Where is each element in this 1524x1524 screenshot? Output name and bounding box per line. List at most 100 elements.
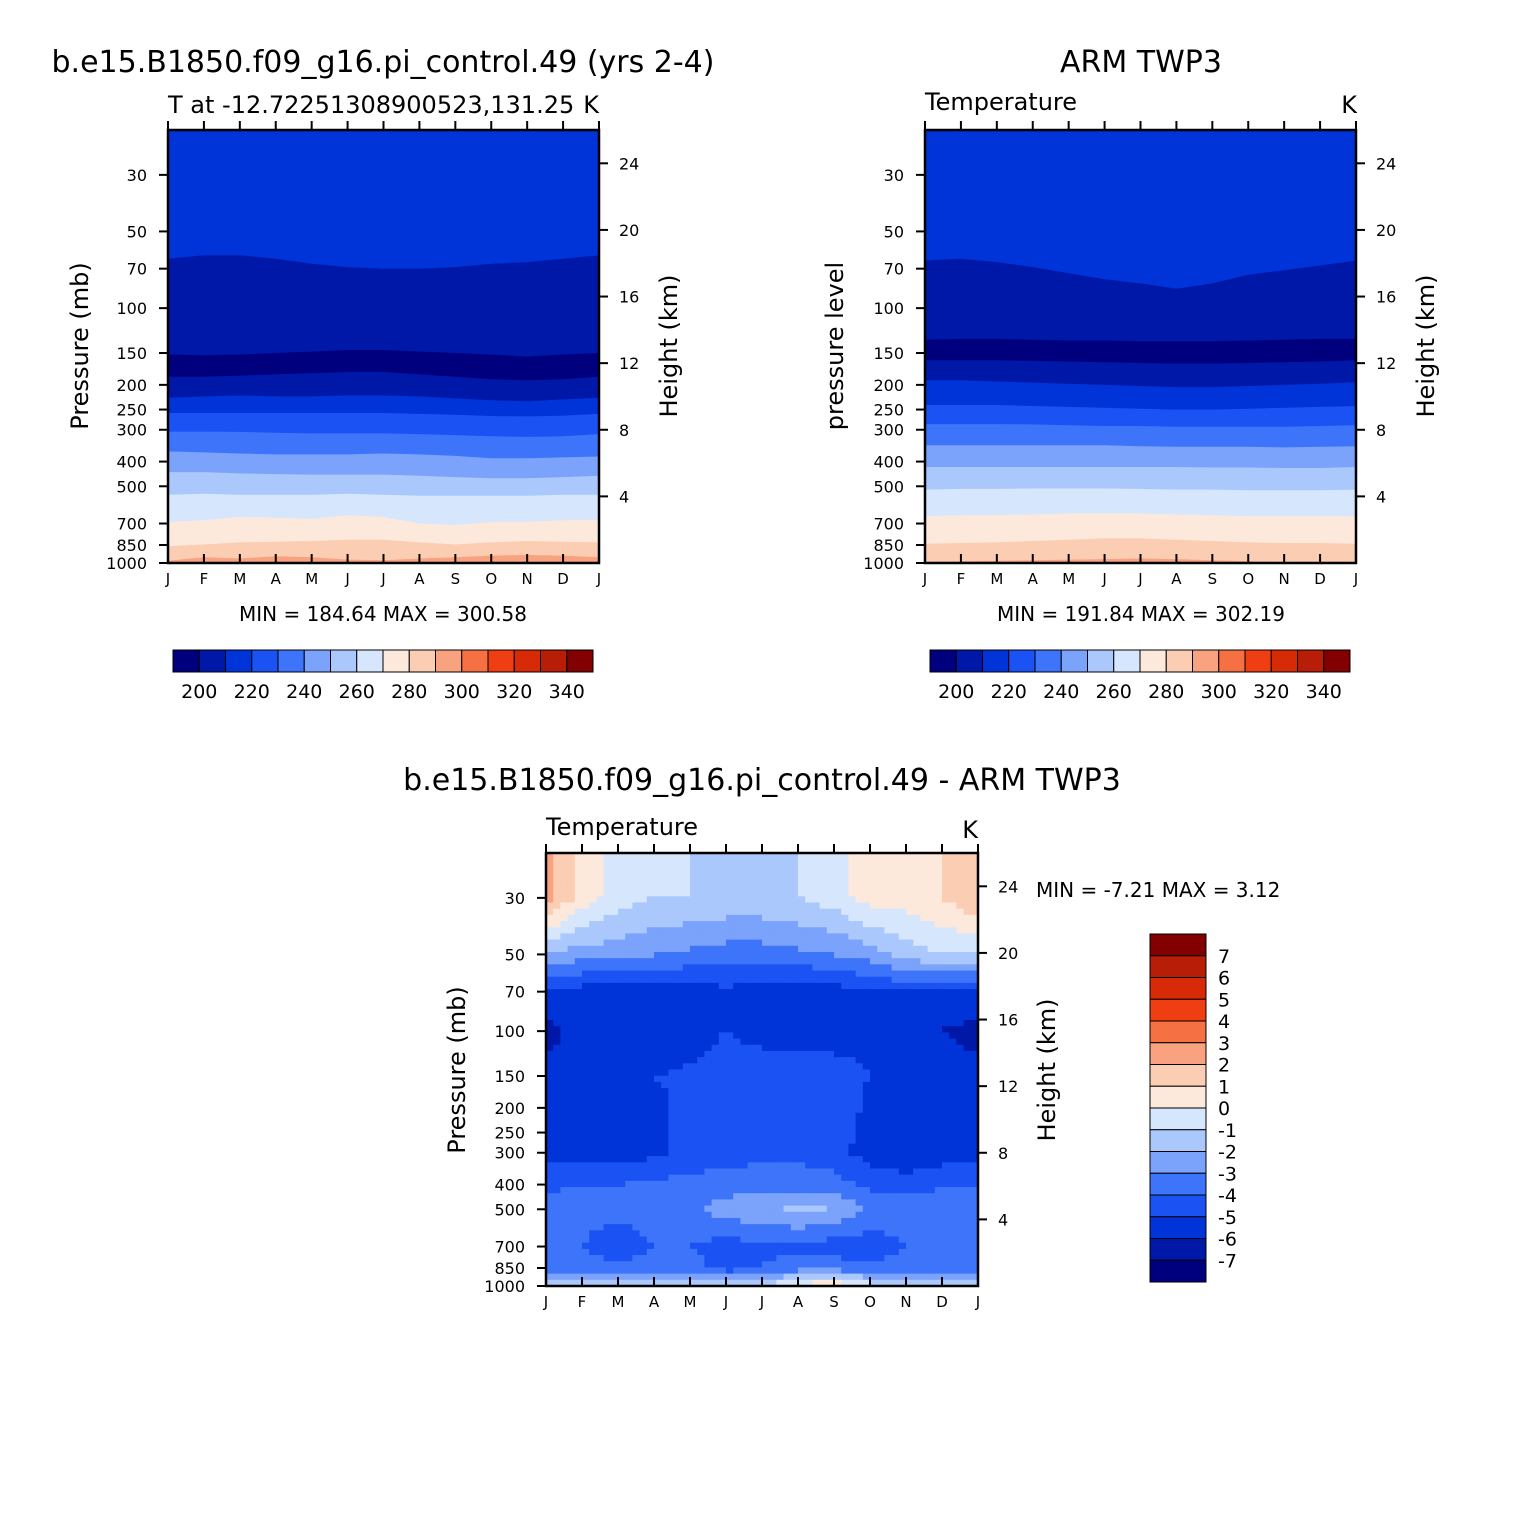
diff-cell: [625, 1180, 633, 1188]
diff-cell: [596, 1255, 605, 1262]
diff-cell: [898, 1217, 907, 1225]
diff-cell: [805, 1069, 813, 1077]
diff-cell: [949, 1094, 957, 1102]
diff-cell: [553, 871, 561, 879]
diff-cell: [949, 989, 957, 996]
diff-cell: [560, 859, 569, 866]
diff-cell: [740, 1026, 749, 1033]
diff-cell: [819, 1230, 828, 1238]
diff-cell: [762, 1193, 770, 1200]
diff-cell: [877, 1081, 885, 1089]
diff-y-tick-label: 150: [494, 1067, 525, 1086]
diff-cell: [783, 1044, 792, 1052]
diff-cell: [675, 1106, 684, 1114]
diff-cell: [826, 1038, 835, 1046]
diff-cell: [610, 1069, 619, 1077]
diff-y2-tick-label: 20: [998, 944, 1018, 963]
diff-cell: [942, 914, 950, 922]
diff-cell: [776, 1075, 785, 1083]
diff-cell: [934, 1279, 943, 1287]
diff-cell: [726, 1168, 734, 1176]
diff-cell: [690, 1279, 698, 1287]
diff-cell: [560, 1075, 569, 1083]
diff-cell: [970, 964, 979, 972]
diff-cell: [610, 1273, 619, 1281]
diff-cell: [625, 1081, 633, 1089]
diff-cell: [610, 1199, 619, 1207]
diff-cell: [625, 1118, 633, 1126]
diff-cell: [646, 890, 655, 897]
diff-cell: [949, 1125, 957, 1132]
obs-y2-tick-label: 20: [1376, 221, 1396, 240]
diff-cell: [970, 1255, 979, 1262]
diff-cell: [682, 1168, 691, 1176]
diff-cell: [920, 1273, 929, 1281]
diff-cell: [697, 995, 705, 1003]
diff-cell: [718, 865, 727, 873]
diff-cell: [646, 1131, 655, 1139]
diff-cell: [812, 927, 821, 935]
diff-cell: [805, 1273, 813, 1281]
diff-cell: [841, 1118, 849, 1126]
diff-colorbar-label: 6: [1218, 968, 1230, 990]
diff-cell: [963, 1125, 972, 1132]
diff-cell: [891, 964, 900, 972]
diff-cell: [884, 1100, 893, 1108]
diff-cell: [603, 1118, 612, 1126]
diff-cell: [834, 1193, 842, 1200]
diff-cell: [726, 995, 734, 1003]
diff-cell: [546, 964, 554, 972]
diff-cell: [956, 902, 965, 910]
diff-cell: [898, 1038, 907, 1046]
diff-cell: [963, 877, 972, 885]
diff-cell: [942, 1236, 950, 1244]
diff-cell: [891, 933, 900, 941]
diff-cell: [855, 1088, 864, 1095]
diff-cell: [884, 945, 893, 953]
diff-cell: [898, 1149, 907, 1157]
diff-cell: [560, 1149, 569, 1157]
diff-cell: [704, 1081, 713, 1089]
diff-cell: [754, 1255, 763, 1262]
diff-cell: [762, 1106, 770, 1114]
diff-cell: [625, 1149, 633, 1157]
diff-colorbar-swatch: [1149, 1085, 1207, 1109]
diff-cell: [754, 1118, 763, 1126]
diff-cell: [956, 1094, 965, 1102]
diff-cell: [877, 939, 885, 947]
diff-cell: [956, 1279, 965, 1287]
diff-cell: [877, 908, 885, 916]
diff-cell: [769, 1230, 777, 1238]
diff-cell: [603, 1217, 612, 1225]
diff-cell: [805, 958, 813, 965]
diff-cell: [949, 1112, 957, 1120]
diff-colorbar-swatch: [1149, 1107, 1207, 1131]
diff-cell: [884, 859, 893, 866]
diff-cell: [704, 902, 713, 910]
diff-cell: [639, 890, 648, 897]
diff-cell: [906, 1230, 914, 1238]
diff-cell: [906, 1020, 914, 1027]
diff-cell: [733, 1050, 741, 1058]
diff-cell: [740, 1131, 749, 1139]
diff-cell: [913, 1143, 921, 1151]
diff-cell: [790, 1007, 799, 1015]
diff-cell: [949, 1044, 957, 1052]
diff-cell: [848, 1279, 857, 1287]
diff-cell: [740, 1255, 749, 1262]
diff-cell: [834, 1162, 842, 1170]
diff-cell: [625, 970, 633, 978]
diff-cell: [733, 1112, 741, 1120]
diff-cell: [891, 1149, 900, 1157]
diff-cell: [646, 958, 655, 965]
diff-cell: [740, 1211, 749, 1219]
diff-cell: [697, 883, 705, 891]
diff-cell: [754, 1050, 763, 1058]
diff-cell: [855, 958, 864, 965]
diff-cell: [783, 1199, 792, 1207]
diff-cell: [582, 1242, 590, 1250]
diff-cell: [668, 1217, 677, 1225]
diff-cell: [625, 982, 633, 990]
diff-cell: [639, 1026, 648, 1033]
diff-cell: [906, 1013, 914, 1021]
